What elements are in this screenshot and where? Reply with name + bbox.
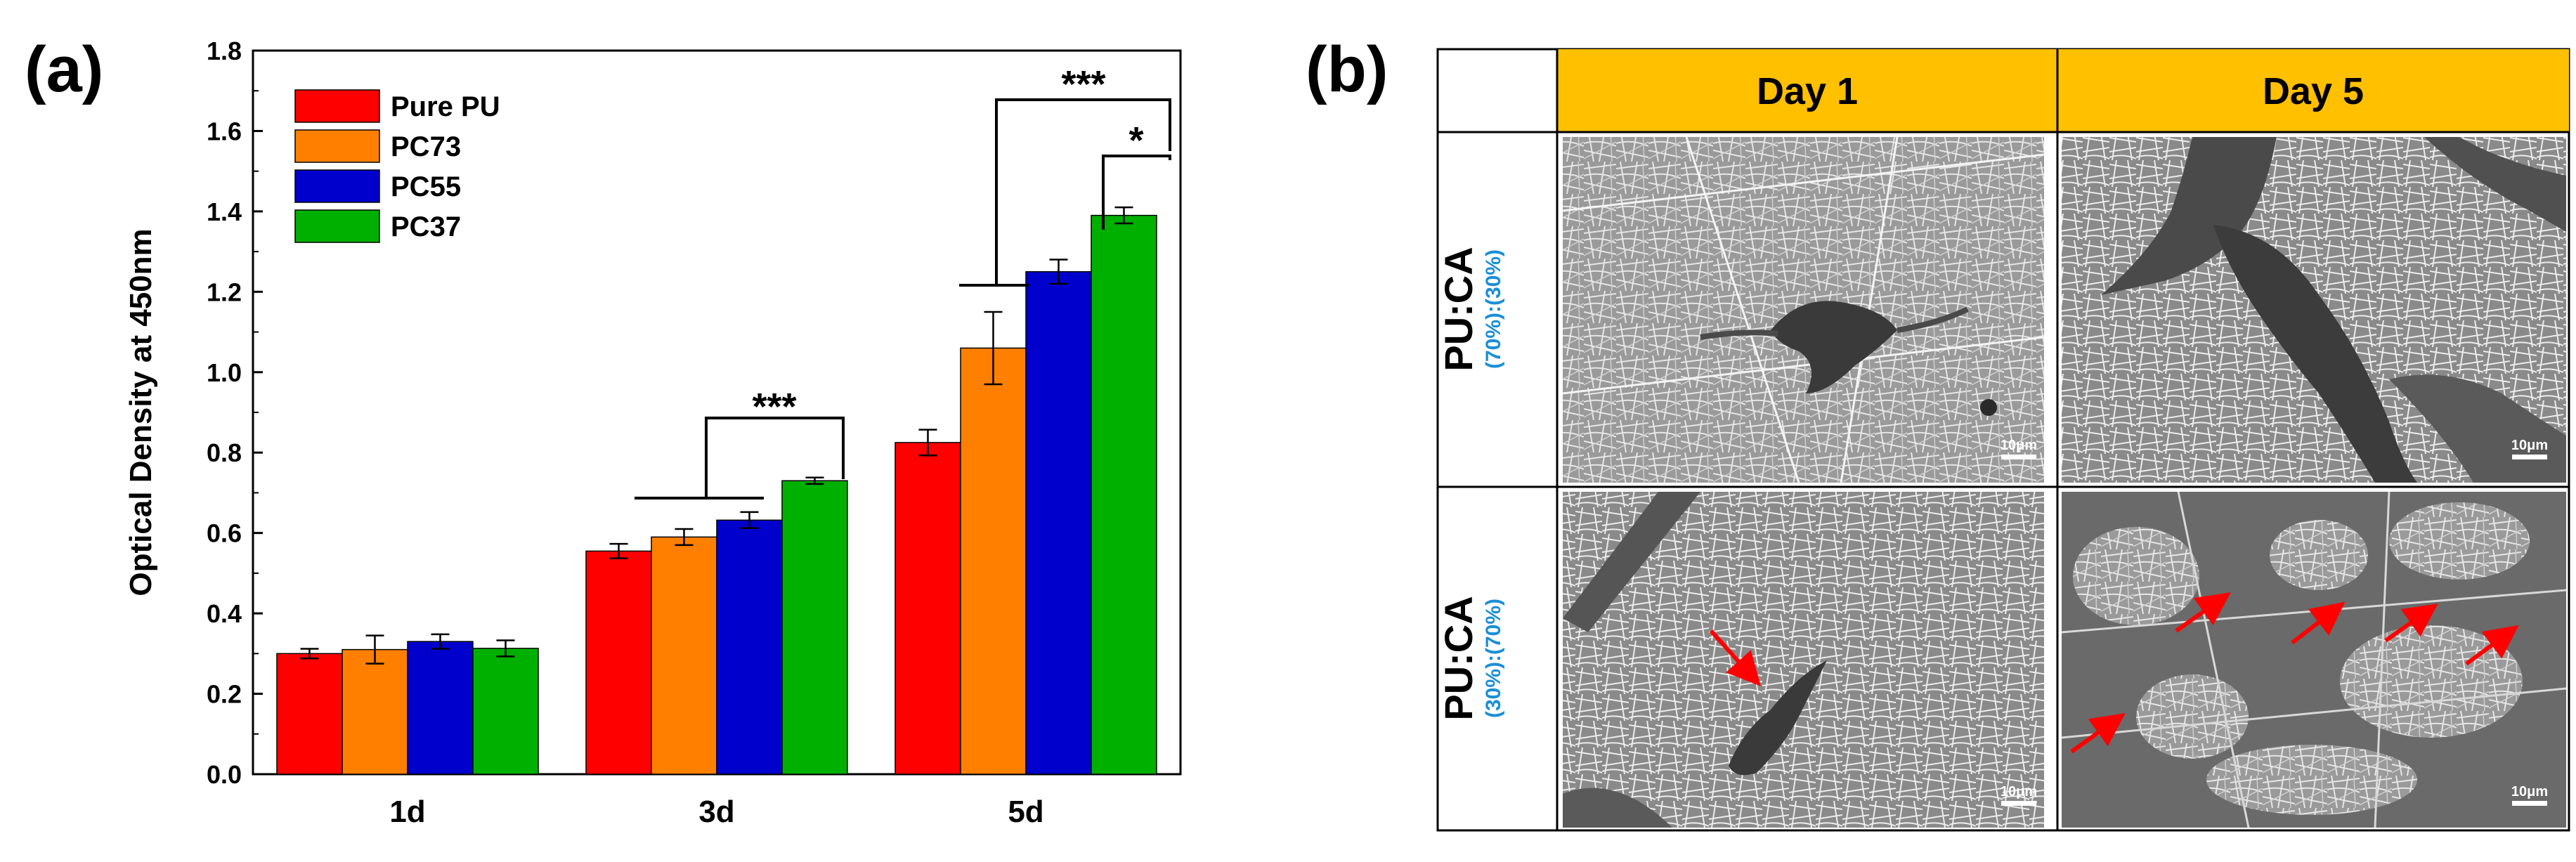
row-label-2: PU:CA xyxy=(1436,596,1481,720)
y-axis-ticks: 0.0 0.2 0.4 0.6 0.8 1.0 1.2 1.4 1.6 1.8 xyxy=(207,37,263,789)
red-arrow xyxy=(2291,601,2346,645)
scale-bar-label: 10μm xyxy=(2511,438,2548,453)
red-arrow xyxy=(2175,592,2231,633)
cell-body xyxy=(1771,301,1897,393)
legend-swatch xyxy=(294,129,380,163)
bar xyxy=(585,550,652,775)
bar xyxy=(781,480,848,775)
y-axis-title: Optical Density at 450nm xyxy=(124,228,158,596)
y-tick-label: 1.2 xyxy=(207,277,242,306)
legend-swatch xyxy=(294,209,380,243)
red-arrow xyxy=(2384,603,2438,643)
bar xyxy=(651,536,717,775)
red-arrow xyxy=(2465,625,2519,666)
bar xyxy=(716,519,783,775)
legend-swatch xyxy=(294,89,380,123)
x-tick-label: 1d xyxy=(389,795,425,829)
y-tick-label: 1.8 xyxy=(207,37,242,65)
y-tick-label: 0.8 xyxy=(207,438,242,467)
sem-image-grid: Day 1 Day 5 PU:CA (70%):(30%) PU:CA (30%… xyxy=(1436,48,2570,832)
x-tick-label: 5d xyxy=(1008,795,1043,829)
legend-swatch xyxy=(294,169,380,203)
scale-bar: 10μm xyxy=(2001,784,2037,806)
cell-body xyxy=(1729,660,1827,776)
y-tick-label: 1.4 xyxy=(207,197,242,226)
x-tick-label: 3d xyxy=(698,795,734,829)
scale-bar: 10μm xyxy=(2511,438,2548,459)
header-day1 xyxy=(1557,49,2057,132)
red-arrow xyxy=(2070,713,2126,754)
sig-label-5d-outer: *** xyxy=(1061,63,1105,105)
bracket-5d-inner xyxy=(1102,155,1171,230)
y-tick-label: 0.0 xyxy=(207,760,242,789)
y-tick-label: 0.4 xyxy=(207,599,242,628)
scale-bar: 10μm xyxy=(2001,438,2037,459)
legend-label: PC55 xyxy=(391,171,461,202)
scale-bar-label: 10μm xyxy=(2511,784,2548,799)
sig-label-5d-inner: * xyxy=(1128,119,1143,162)
sem-image-r1-day1 xyxy=(1563,137,2044,483)
y-tick-label: 0.2 xyxy=(207,680,242,709)
sem-image-r1-day5 xyxy=(2062,137,2566,483)
header-day5 xyxy=(2057,49,2569,132)
row-sublabel-1: (70%):(30%) xyxy=(1482,249,1505,369)
scale-bar-label: 10μm xyxy=(2001,438,2037,453)
panel-a-label: (a) xyxy=(25,34,103,105)
cell-body xyxy=(2213,225,2417,483)
y-tick-label: 1.6 xyxy=(207,117,242,145)
bracket-5d-outer xyxy=(995,98,1171,285)
bracket-3d xyxy=(705,417,845,498)
y-tick-label: 1.0 xyxy=(207,358,242,387)
x-axis-ticks: 1d 3d 5d xyxy=(389,766,1044,829)
sig-label-3d: *** xyxy=(752,386,796,428)
bars xyxy=(276,214,1157,775)
error-bars xyxy=(300,206,1133,665)
bar xyxy=(276,653,343,775)
bar xyxy=(960,347,1027,775)
bar xyxy=(1025,270,1092,775)
bar xyxy=(341,648,408,775)
y-tick-label: 0.6 xyxy=(207,519,242,548)
bar xyxy=(407,641,474,775)
scale-bar-label: 10μm xyxy=(2001,784,2037,799)
column-header-day5: Day 5 xyxy=(2263,70,2364,112)
legend-label: PC37 xyxy=(391,211,461,242)
legend-label: Pure PU xyxy=(391,91,500,122)
sem-image-r2-day1 xyxy=(1563,492,2044,828)
red-arrow xyxy=(1709,629,1762,686)
row-sublabel-2: (30%):(70%) xyxy=(1482,599,1505,718)
column-header-day1: Day 1 xyxy=(1757,70,1858,112)
cell-sheet xyxy=(2101,137,2277,295)
panel-b-label: (b) xyxy=(1306,34,1388,105)
legend-label: PC73 xyxy=(391,131,461,162)
legend: Pure PU PC73 PC55 PC37 xyxy=(294,89,500,243)
scale-bar: 10μm xyxy=(2511,784,2548,806)
row-label-1: PU:CA xyxy=(1436,247,1481,371)
significance-brackets xyxy=(635,98,1171,499)
sem-image-r2-day5 xyxy=(2062,492,2566,828)
bar xyxy=(1091,214,1157,775)
bar-chart: 0.0 0.2 0.4 0.6 0.8 1.0 1.2 1.4 1.6 1.8 1d 3d 5d Op… xyxy=(124,37,1182,829)
bar xyxy=(895,442,961,775)
bar xyxy=(472,648,539,775)
